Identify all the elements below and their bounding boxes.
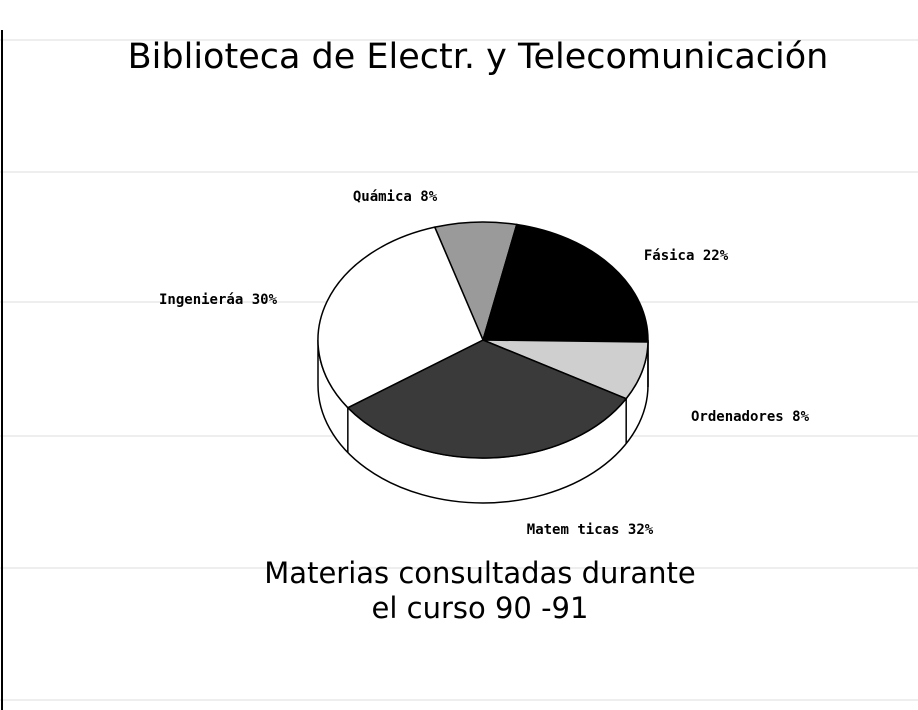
value-label: 8% [792,409,809,425]
chart-title: Biblioteca de Electr. y Telecomunicación [128,37,829,77]
subtitle: Materias consultadas durante [264,556,695,590]
pie-slice [346,339,628,459]
category-label: Ordenadores [691,409,784,425]
data-label: Ingenieráa 30% [159,292,278,308]
value-label: 8% [420,189,437,205]
value-label: 30% [252,292,278,308]
subtitle: el curso 90 -91 [372,591,589,625]
data-label: Matem ticas 32% [527,522,654,538]
data-label: Fásica 22% [644,248,729,264]
pie-slice [317,226,484,409]
category-label: Ingenieráa [159,292,243,308]
value-label: 32% [628,522,654,538]
category-label: Quámica [353,189,412,205]
pie-slice [482,223,649,343]
value-label: 22% [703,248,729,264]
category-label: Fásica [644,248,695,264]
data-label: Quámica 8% [353,189,438,205]
category-label: Matem ticas [527,522,620,538]
data-label: Ordenadores 8% [691,409,810,425]
